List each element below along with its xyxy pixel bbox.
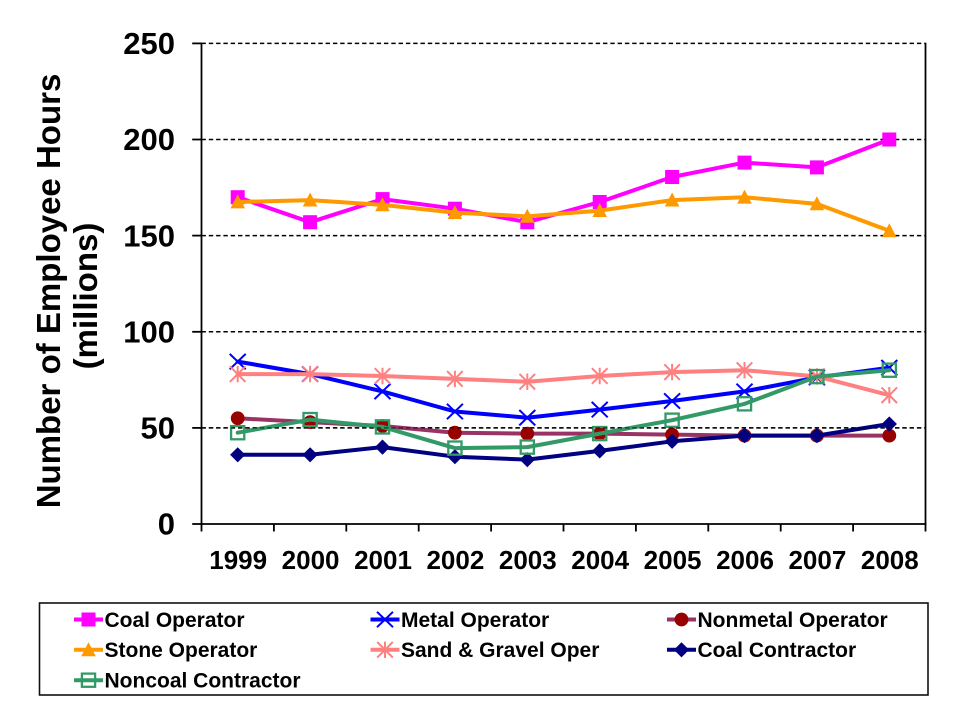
svg-text:200: 200	[123, 122, 175, 157]
svg-text:(millions): (millions)	[67, 223, 104, 370]
svg-text:Coal Contractor: Coal Contractor	[698, 639, 857, 662]
svg-text:2004: 2004	[571, 545, 629, 575]
svg-text:2001: 2001	[354, 545, 412, 575]
svg-text:Noncoal Contractor: Noncoal Contractor	[105, 670, 301, 693]
svg-text:2005: 2005	[644, 545, 702, 575]
svg-text:Stone Operator: Stone Operator	[105, 639, 258, 662]
svg-text:1999: 1999	[209, 545, 267, 575]
svg-text:2002: 2002	[426, 545, 484, 575]
svg-text:Metal Operator: Metal Operator	[401, 609, 549, 632]
svg-text:Sand & Gravel Oper: Sand & Gravel Oper	[401, 639, 599, 662]
svg-text:2007: 2007	[788, 545, 846, 575]
svg-text:0: 0	[158, 507, 175, 542]
svg-text:50: 50	[141, 411, 175, 446]
svg-text:2008: 2008	[861, 545, 919, 575]
svg-text:Nonmetal Operator: Nonmetal Operator	[698, 609, 888, 632]
svg-text:2003: 2003	[499, 545, 557, 575]
svg-text:100: 100	[123, 315, 175, 350]
svg-text:Number of Employee Hours: Number of Employee Hours	[30, 74, 67, 509]
svg-text:250: 250	[123, 26, 175, 61]
svg-text:150: 150	[123, 218, 175, 253]
svg-text:Coal Operator: Coal Operator	[105, 609, 245, 632]
svg-text:2000: 2000	[282, 545, 340, 575]
svg-text:2006: 2006	[716, 545, 774, 575]
